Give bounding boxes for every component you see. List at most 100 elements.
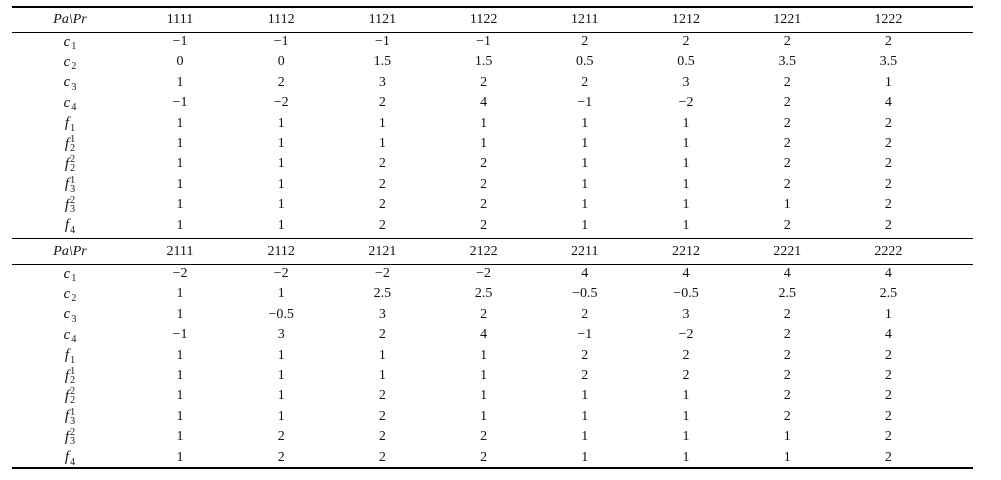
- cell-value: 1: [176, 449, 184, 465]
- corner-header: Pa\Pr: [53, 244, 87, 259]
- column-header: 2121: [368, 244, 397, 259]
- cell-value: −0.5: [572, 286, 598, 302]
- cell-value: −2: [273, 266, 289, 281]
- cell-value: −1: [273, 34, 289, 49]
- cell-value: 2: [581, 34, 589, 49]
- cell-value: 1: [277, 286, 285, 302]
- column-header: 2222: [874, 244, 903, 259]
- cell-value: 2: [884, 347, 892, 363]
- cell-value: 1: [581, 449, 589, 465]
- cell-value: 2: [378, 95, 386, 111]
- cell-value: 1: [682, 115, 690, 131]
- cell-value: 2: [884, 217, 892, 233]
- cell-value: 1.5: [474, 54, 493, 70]
- cell-value: 1: [480, 347, 488, 363]
- cell-value: 1: [480, 115, 488, 131]
- row-label: c 3: [64, 306, 77, 325]
- cell-value: 1: [176, 347, 184, 363]
- label-base: f: [64, 428, 70, 445]
- cell-value: 2: [884, 176, 892, 192]
- label-base: c: [63, 74, 71, 91]
- cell-value: 1: [277, 388, 285, 404]
- column-header: 1122: [469, 12, 498, 27]
- cell-value: 2: [277, 74, 285, 90]
- cell-value: 2: [277, 449, 285, 465]
- cell-value: 3.5: [778, 54, 796, 70]
- label-base: c: [63, 285, 71, 302]
- cell-value: 2: [783, 347, 791, 363]
- cell-value: 4: [884, 327, 892, 343]
- cell-value: 1: [682, 156, 690, 172]
- cell-value: 2: [783, 156, 791, 172]
- label-sub: 1: [71, 41, 77, 52]
- cell-value: 1: [783, 449, 791, 465]
- cell-value: 1: [682, 197, 690, 213]
- label-scripts: 4: [70, 217, 75, 235]
- cell-value: 2: [884, 449, 892, 465]
- cell-value: 1.5: [373, 54, 392, 70]
- cell-value: 4: [480, 327, 488, 343]
- cell-value: 2: [378, 408, 386, 424]
- cell-value: −0.5: [268, 306, 294, 322]
- cell-value: 2: [480, 449, 488, 465]
- cell-value: 1: [176, 388, 184, 404]
- cell-value: 2: [783, 34, 791, 49]
- label-sub: 1: [71, 273, 77, 284]
- cell-value: 1: [277, 197, 285, 213]
- column-header: 1121: [368, 12, 397, 27]
- column-header: 2122: [469, 244, 498, 259]
- cell-value: 1: [581, 429, 589, 445]
- cell-value: 1: [581, 408, 589, 424]
- cell-value: 1: [176, 74, 184, 90]
- cell-value: 2: [378, 176, 386, 192]
- row-label: f 1: [65, 347, 75, 366]
- label-scripts: 1: [71, 33, 77, 52]
- cell-value: 0: [176, 54, 184, 70]
- cell-value: 1: [176, 368, 184, 383]
- column-header: 1111: [166, 12, 194, 27]
- label-base: f: [64, 196, 70, 213]
- cell-value: 1: [682, 449, 690, 465]
- cell-value: 2: [378, 327, 386, 343]
- rule: [12, 238, 973, 239]
- cell-value: 2: [783, 306, 791, 322]
- cell-value: 2: [783, 327, 791, 343]
- cell-value: 0.5: [677, 54, 695, 70]
- label-scripts: 4: [70, 449, 75, 467]
- label-sub: 2: [71, 293, 77, 305]
- cell-value: 2: [378, 449, 386, 465]
- cell-value: 3: [378, 74, 386, 90]
- cell-value: 3: [682, 306, 690, 322]
- cell-value: 1: [581, 115, 589, 131]
- row-label: c 4: [64, 94, 77, 113]
- cell-value: 1: [176, 286, 184, 302]
- cell-value: 1: [581, 197, 589, 213]
- rule: [12, 467, 973, 469]
- label-scripts: 2: [71, 285, 77, 305]
- label-sup: 1: [70, 406, 76, 418]
- cell-value: 1: [682, 176, 690, 192]
- cell-value: 2: [378, 217, 386, 233]
- cell-value: 1: [176, 156, 184, 172]
- label-base: c: [63, 326, 71, 343]
- label-sup: 2: [70, 386, 76, 398]
- cell-value: 2: [277, 429, 285, 445]
- cell-value: 2.5: [373, 286, 392, 302]
- cell-value: 2: [480, 156, 488, 172]
- cell-value: 2: [682, 347, 690, 363]
- cell-value: 1: [581, 388, 589, 404]
- cell-value: −1: [172, 34, 188, 49]
- cell-value: −1: [172, 327, 188, 343]
- cell-value: 4: [884, 95, 892, 111]
- cell-value: 1: [277, 217, 285, 233]
- cell-value: 1: [581, 176, 589, 192]
- cell-value: −1: [577, 95, 593, 111]
- cell-value: 0: [277, 54, 285, 70]
